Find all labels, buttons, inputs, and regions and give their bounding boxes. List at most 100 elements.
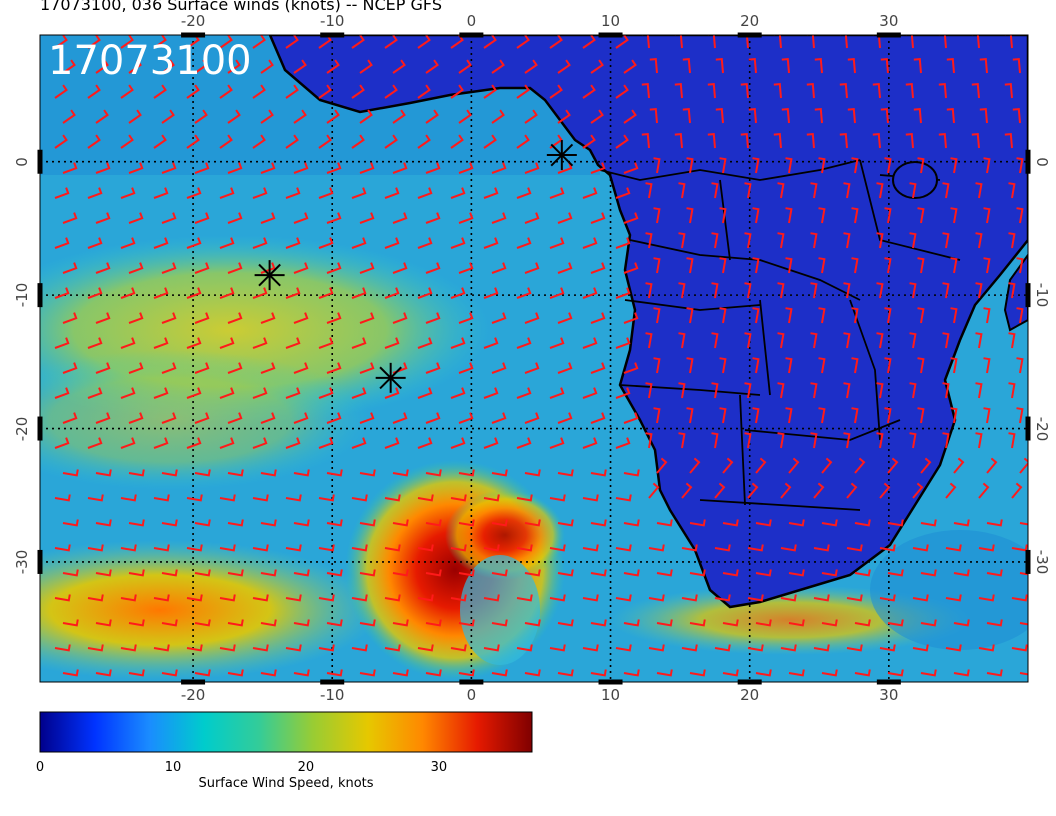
wind-barb — [887, 569, 904, 577]
wind-barb — [674, 83, 683, 99]
land-masses — [268, 35, 1028, 609]
wind-barb — [1016, 357, 1024, 374]
wind-barb — [689, 669, 706, 677]
wind-barb — [524, 59, 538, 74]
wind-barb — [359, 519, 376, 527]
wind-barb — [392, 469, 409, 477]
wind-barb — [227, 619, 244, 627]
wind-barb — [623, 162, 639, 174]
wind-barb — [777, 182, 785, 199]
wind-barb — [689, 619, 706, 627]
wind-barb — [582, 494, 599, 502]
wind-barb — [384, 494, 401, 502]
wind-barb — [450, 134, 464, 149]
wind-barb — [549, 84, 563, 99]
wind-barb — [384, 594, 401, 602]
left-tick-label: -30 — [13, 549, 31, 575]
wind-barb — [986, 569, 1003, 577]
wind-barb — [689, 457, 701, 474]
wind-barb — [785, 157, 793, 174]
wind-barb — [194, 412, 210, 424]
markers — [254, 140, 577, 393]
wind-barb — [653, 257, 661, 274]
wind-barb — [384, 187, 400, 199]
wind-barb — [516, 187, 532, 199]
wind-barb — [946, 58, 955, 74]
wind-barb — [483, 387, 499, 399]
wind-barb — [1016, 307, 1024, 324]
wind-barb — [755, 569, 772, 577]
wind-barb — [623, 412, 639, 424]
wind-barb — [483, 134, 497, 149]
wind-barb — [917, 157, 925, 174]
wind-barb — [649, 108, 658, 124]
wind-barb — [909, 282, 917, 299]
top-tick-label: 30 — [879, 12, 899, 30]
wind-barb — [986, 669, 1003, 677]
wind-barb — [682, 108, 691, 124]
wind-barb — [450, 337, 466, 349]
wind-barb — [752, 357, 760, 374]
bottom-tick-label: 20 — [740, 686, 760, 704]
wind-barb — [912, 594, 929, 602]
wind-barb — [557, 669, 574, 677]
wind-barb — [909, 432, 917, 449]
wind-barb — [194, 162, 210, 174]
wind-barb — [887, 457, 899, 474]
wind-barb — [719, 207, 727, 224]
wind-barb — [678, 232, 686, 249]
wind-barb — [95, 469, 112, 477]
wind-barb — [186, 134, 200, 149]
wind-barb — [54, 187, 70, 199]
wind-barb — [186, 494, 203, 502]
wind-barb — [161, 362, 177, 374]
wind-barb — [788, 569, 805, 577]
wind-barb — [285, 237, 301, 249]
wind-barb — [260, 312, 276, 324]
wind-barb — [293, 212, 309, 224]
wind-barb — [351, 84, 365, 99]
wind-barb — [194, 312, 210, 324]
wind-barb — [686, 157, 694, 174]
wind-barb — [780, 644, 797, 652]
wind-barb — [161, 469, 178, 477]
wind-barb — [285, 544, 302, 552]
wind-barb — [186, 594, 203, 602]
wind-barb — [458, 519, 475, 527]
wind-barb — [252, 544, 269, 552]
wind-barb — [153, 387, 169, 399]
wind-barb — [128, 362, 144, 374]
wind-barb — [95, 162, 111, 174]
wind-barb — [524, 569, 541, 577]
wind-barb — [153, 35, 167, 49]
wind-barb — [219, 134, 233, 149]
wind-barb — [1019, 457, 1028, 474]
wind-barb — [260, 619, 277, 627]
wind-barb — [744, 282, 752, 299]
wind-barb — [818, 207, 826, 224]
wind-barb — [938, 133, 947, 149]
wind-barb — [293, 262, 309, 274]
wind-barb — [917, 307, 925, 324]
wind-barb — [95, 59, 109, 74]
wind-barb — [879, 482, 891, 499]
wind-barb — [722, 457, 734, 474]
wind-barb — [54, 644, 71, 652]
wind-barb — [227, 412, 243, 424]
wind-barb — [711, 382, 719, 399]
wind-barb — [293, 59, 307, 74]
wind-barb — [557, 469, 574, 477]
wind-barb — [645, 282, 653, 299]
wind-barb — [359, 109, 373, 124]
wind-barb — [818, 307, 826, 324]
bottom-tick-label: 10 — [600, 686, 621, 704]
wind-barb — [392, 412, 408, 424]
wind-barb — [623, 619, 640, 627]
marker-b — [254, 260, 285, 291]
wind-barb — [285, 134, 299, 149]
wind-barb — [483, 494, 500, 502]
wind-barb — [186, 237, 202, 249]
wind-barb — [384, 134, 398, 149]
wind-barb — [983, 257, 991, 274]
